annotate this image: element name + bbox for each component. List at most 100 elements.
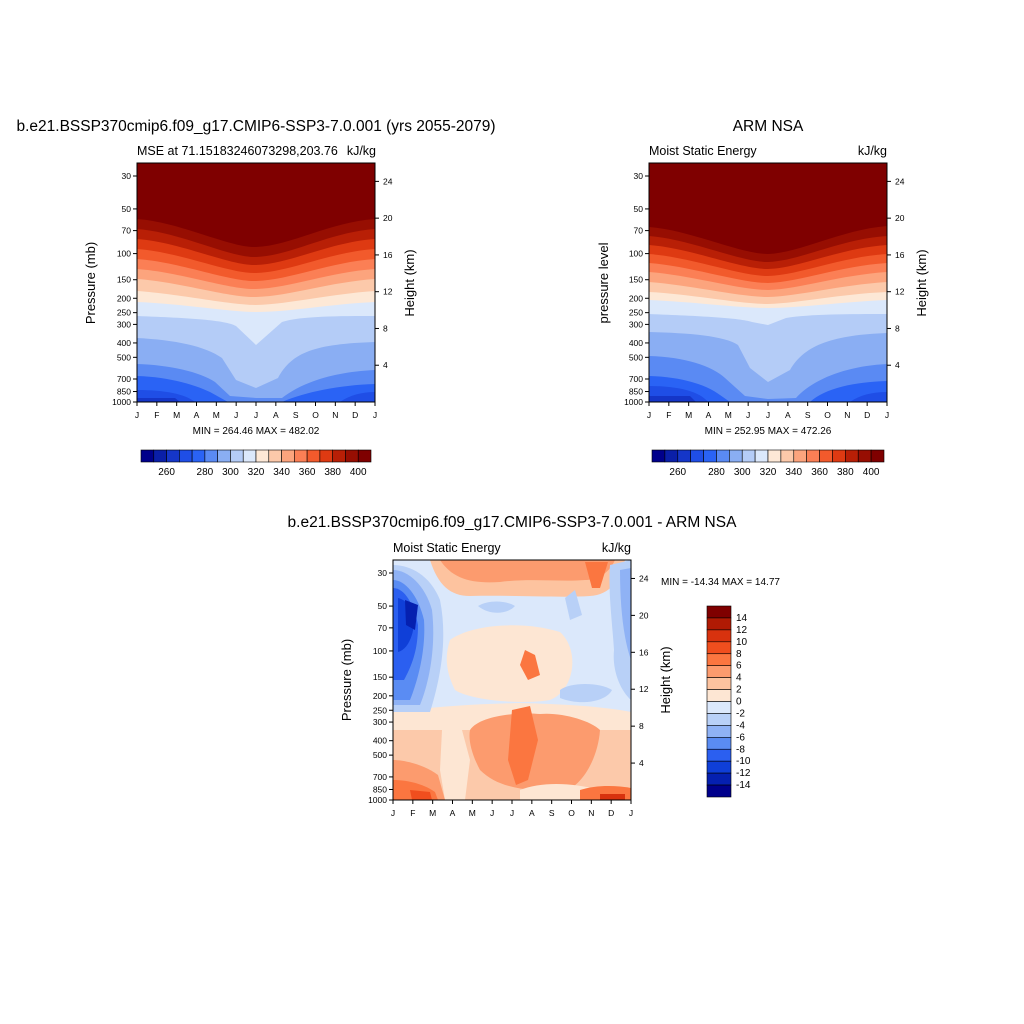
x-tick-label: O bbox=[568, 808, 575, 818]
colorbar-label: 260 bbox=[669, 467, 686, 478]
contour-band bbox=[585, 562, 608, 588]
colorbar-swatch bbox=[664, 449, 679, 463]
x-tick-label: J bbox=[254, 410, 258, 420]
height-tick-label: 4 bbox=[383, 360, 388, 370]
contour-band bbox=[508, 706, 538, 785]
colorbar-label: 300 bbox=[222, 467, 239, 478]
contour-band bbox=[520, 650, 540, 680]
x-tick-label: O bbox=[824, 410, 831, 420]
colorbar-label: 8 bbox=[736, 649, 742, 660]
colorbar-swatch bbox=[767, 449, 782, 463]
x-tick-label: J bbox=[766, 410, 770, 420]
colorbar-swatch bbox=[706, 725, 732, 738]
y-axis-right-label: Height (km) bbox=[914, 249, 929, 316]
colorbar-swatch bbox=[819, 449, 833, 463]
colorbar-swatch bbox=[332, 449, 346, 463]
subtitle-left: MSE at 71.15183246073298,203.76 bbox=[137, 144, 338, 158]
x-tick-label: J bbox=[885, 410, 889, 420]
y-tick-label: 70 bbox=[378, 623, 388, 633]
colorbar-label: -12 bbox=[736, 768, 751, 779]
colorbar-label: 14 bbox=[736, 613, 748, 624]
y-tick-label: 150 bbox=[373, 672, 387, 682]
y-tick-label: 850 bbox=[629, 387, 643, 397]
y-tick-label: 250 bbox=[373, 705, 387, 715]
colorbar-swatch bbox=[706, 641, 732, 655]
colorbar-label: 400 bbox=[350, 467, 367, 478]
colorbar-swatch bbox=[357, 449, 372, 463]
x-tick-label: F bbox=[154, 410, 159, 420]
colorbar-label: 4 bbox=[736, 673, 742, 684]
contour-band bbox=[405, 600, 418, 630]
colorbar-swatch bbox=[857, 449, 872, 463]
height-tick-label: 16 bbox=[383, 250, 393, 260]
colorbar-swatch bbox=[793, 449, 807, 463]
x-tick-label: A bbox=[529, 808, 535, 818]
y-tick-label: 50 bbox=[378, 601, 388, 611]
panel-difference: b.e21.BSSP370cmip6.f09_g17.CMIP6-SSP3-7.… bbox=[288, 514, 781, 818]
y-tick-label: 50 bbox=[122, 204, 132, 214]
colorbar-swatch bbox=[806, 449, 820, 463]
x-tick-label: S bbox=[293, 410, 299, 420]
colorbar-label: 10 bbox=[736, 637, 748, 648]
colorbar-label: -14 bbox=[736, 780, 751, 791]
stats-label: MIN = -14.34 MAX = 14.77 bbox=[661, 577, 780, 588]
contour-band bbox=[565, 590, 582, 620]
x-tick-label: J bbox=[746, 410, 750, 420]
x-tick-label: M bbox=[213, 410, 220, 420]
height-tick-label: 12 bbox=[639, 684, 649, 694]
colorbar-swatch bbox=[306, 449, 321, 463]
colorbar-label: -4 bbox=[736, 720, 745, 731]
x-tick-label: N bbox=[588, 808, 594, 818]
height-tick-label: 12 bbox=[895, 287, 905, 297]
colorbar-swatch bbox=[268, 449, 282, 463]
x-tick-label: F bbox=[666, 410, 671, 420]
x-tick-label: N bbox=[332, 410, 338, 420]
y-tick-label: 400 bbox=[629, 338, 643, 348]
colorbar-swatch bbox=[690, 449, 704, 463]
contour-band bbox=[440, 730, 470, 800]
x-tick-label: A bbox=[450, 808, 456, 818]
height-tick-label: 8 bbox=[383, 323, 388, 333]
x-tick-label: A bbox=[785, 410, 791, 420]
colorbar-swatch bbox=[870, 449, 885, 463]
y-axis-right-label: Height (km) bbox=[658, 646, 673, 713]
y-tick-label: 500 bbox=[117, 352, 131, 362]
plot-area bbox=[648, 162, 888, 403]
y-tick-label: 850 bbox=[117, 387, 131, 397]
x-tick-label: J bbox=[490, 808, 494, 818]
subtitle-left: Moist Static Energy bbox=[393, 541, 501, 555]
x-tick-label: F bbox=[410, 808, 415, 818]
colorbar-label: -10 bbox=[736, 756, 751, 767]
y-tick-label: 200 bbox=[629, 293, 643, 303]
panel-obs: ARM NSA Moist Static Energy kJ/kg 30 50 70… bbox=[596, 118, 929, 478]
stats-label: MIN = 264.46 MAX = 482.02 bbox=[193, 426, 320, 437]
colorbar-swatch bbox=[345, 449, 359, 463]
x-tick-label: J bbox=[510, 808, 514, 818]
y-tick-label: 300 bbox=[629, 319, 643, 329]
colorbar-swatch bbox=[706, 605, 732, 619]
colorbar-swatch bbox=[706, 760, 732, 774]
x-tick-label: J bbox=[373, 410, 377, 420]
x-tick-label: N bbox=[844, 410, 850, 420]
colorbar-label: 0 bbox=[736, 697, 742, 708]
panel-title: ARM NSA bbox=[733, 118, 804, 135]
colorbar-swatch bbox=[706, 629, 732, 643]
colorbar-swatch bbox=[294, 449, 308, 463]
colorbar-swatch bbox=[706, 617, 732, 631]
x-tick-label: D bbox=[864, 410, 870, 420]
y-tick-label: 700 bbox=[373, 772, 387, 782]
height-tick-label: 4 bbox=[639, 758, 644, 768]
y-tick-label: 700 bbox=[629, 374, 643, 384]
x-tick-label: A bbox=[706, 410, 712, 420]
y-axis-label: Pressure (mb) bbox=[339, 639, 354, 721]
y-tick-label: 150 bbox=[629, 275, 643, 285]
y-tick-label: 1000 bbox=[624, 397, 643, 407]
x-tick-label: J bbox=[647, 410, 651, 420]
stats-label: MIN = 252.95 MAX = 472.26 bbox=[705, 426, 832, 437]
y-tick-label: 100 bbox=[373, 646, 387, 656]
y-tick-label: 30 bbox=[122, 171, 132, 181]
colorbar-label: 340 bbox=[785, 467, 802, 478]
colorbar-swatch bbox=[230, 449, 244, 463]
contour-band bbox=[620, 568, 631, 660]
